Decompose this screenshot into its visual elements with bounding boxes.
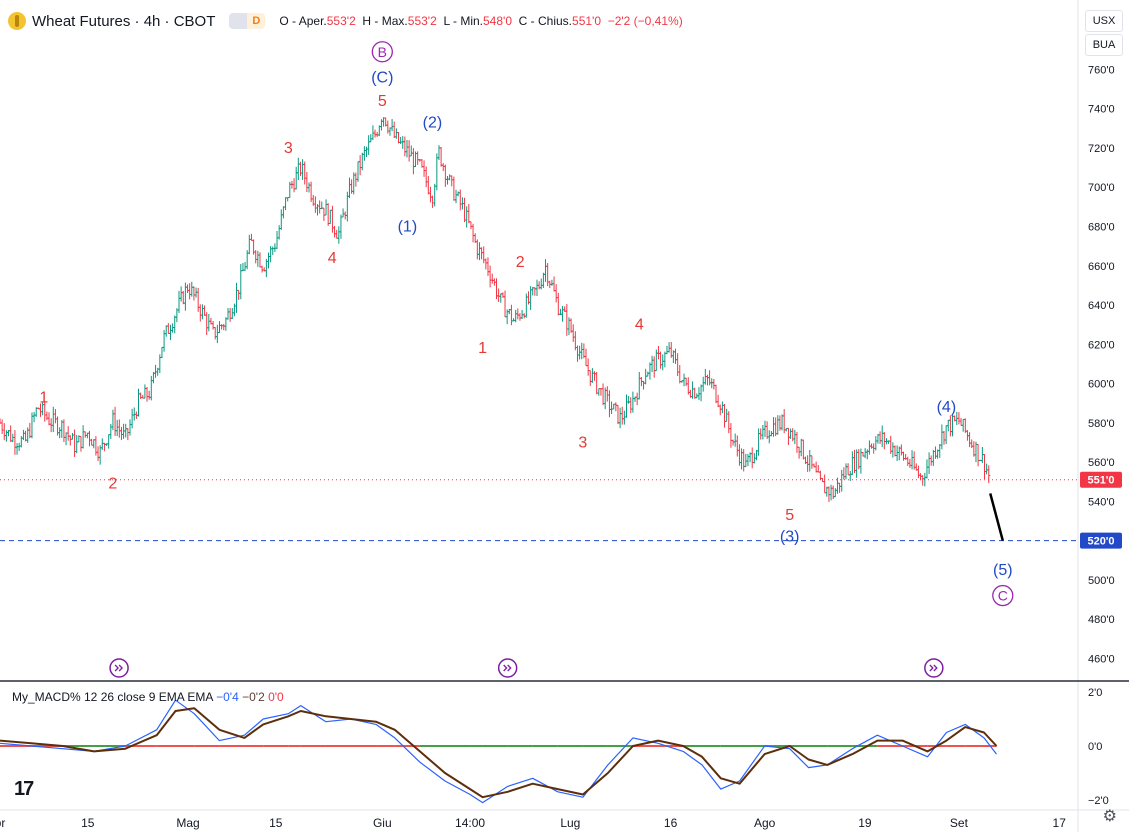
wave-label: C bbox=[998, 588, 1008, 604]
price-tick-label: 620'0 bbox=[1088, 339, 1115, 351]
time-tick-label: Mag bbox=[176, 816, 199, 830]
time-tick-label: Set bbox=[950, 816, 969, 830]
price-tick-label: 640'0 bbox=[1088, 300, 1115, 312]
wave-label: (C) bbox=[371, 69, 393, 86]
macd-value: −0'4 bbox=[216, 690, 239, 704]
forecast-line bbox=[989, 493, 1004, 541]
price-tick-label: 540'0 bbox=[1088, 496, 1115, 508]
badge-a bbox=[229, 13, 248, 29]
price-tick-label: 500'0 bbox=[1088, 575, 1115, 587]
time-tick-label: Giu bbox=[373, 816, 392, 830]
high-label: H - Max. bbox=[362, 14, 408, 28]
event-marker-icon bbox=[924, 658, 944, 678]
wave-label: 2 bbox=[516, 254, 525, 271]
timeframe-badges[interactable]: D bbox=[229, 13, 266, 29]
wave-label: (2) bbox=[423, 114, 443, 131]
price-tick-label: 700'0 bbox=[1088, 182, 1115, 194]
macd-tick-label: 0'0 bbox=[1088, 741, 1102, 753]
chart-header: Wheat Futures · 4h · CBOT D O - Aper.553… bbox=[8, 10, 683, 32]
price-tick-label: 720'0 bbox=[1088, 143, 1115, 155]
wave-label: 1 bbox=[39, 389, 48, 406]
badge-d: D bbox=[247, 13, 266, 29]
price-tick-label: 580'0 bbox=[1088, 418, 1115, 430]
wave-label: 4 bbox=[328, 250, 337, 267]
close-value: 551'0 bbox=[572, 14, 602, 28]
low-label: L - Min. bbox=[443, 14, 483, 28]
time-tick-label: 14:00 bbox=[455, 816, 485, 830]
change-value: −2'2 (−0,41%) bbox=[607, 14, 683, 28]
time-tick-label: 15 bbox=[269, 816, 283, 830]
wheat-symbol-icon bbox=[8, 12, 26, 30]
wave-label: B bbox=[378, 44, 387, 60]
price-tick-label: 560'0 bbox=[1088, 457, 1115, 469]
time-tick-label: 19 bbox=[858, 816, 872, 830]
wave-label: 1 bbox=[478, 340, 487, 357]
time-tick-label: Ago bbox=[754, 816, 776, 830]
wave-label: (5) bbox=[993, 562, 1013, 579]
price-tick-label: 680'0 bbox=[1088, 221, 1115, 233]
wave-label: (1) bbox=[398, 218, 418, 235]
event-marker-icon bbox=[109, 658, 129, 678]
macd-legend[interactable]: My_MACD% 12 26 close 9 EMA EMA −0'4 −0'2… bbox=[12, 690, 284, 704]
event-marker-arrow bbox=[503, 664, 512, 672]
wave-label: 4 bbox=[635, 317, 644, 334]
macd-legend-title: My_MACD% 12 26 close 9 EMA EMA bbox=[12, 690, 213, 704]
price-tick-label: 740'0 bbox=[1088, 104, 1115, 116]
histogram-value: 0'0 bbox=[268, 690, 284, 704]
target-price-tag bbox=[1080, 532, 1122, 549]
time-tick-label: 17 bbox=[1053, 816, 1067, 830]
time-tick-label: 15 bbox=[81, 816, 95, 830]
price-tick-label: 460'0 bbox=[1088, 653, 1115, 665]
wave-label: 5 bbox=[785, 507, 794, 524]
unit-selector[interactable]: BUA bbox=[1085, 34, 1123, 56]
macd-tick-label: 2'0 bbox=[1088, 687, 1102, 699]
event-marker-arrow bbox=[929, 664, 938, 672]
open-value: 553'2 bbox=[326, 14, 356, 28]
ohlc-readout: O - Aper.553'2 H - Max.553'2 L - Min.548… bbox=[279, 14, 682, 28]
macd-tick-label: −2'0 bbox=[1088, 795, 1109, 807]
high-value: 553'2 bbox=[407, 14, 437, 28]
wave-circle-marker bbox=[371, 41, 393, 63]
target-price-label: 520'0 bbox=[1087, 536, 1114, 548]
wave-label: (3) bbox=[780, 529, 800, 546]
wave-circle-marker bbox=[992, 584, 1014, 607]
currency-selector[interactable]: USX bbox=[1085, 10, 1123, 32]
price-tick-label: 600'0 bbox=[1088, 379, 1115, 391]
time-tick-label: 16 bbox=[664, 816, 678, 830]
macd-line bbox=[0, 699, 997, 804]
tradingview-logo: 17 bbox=[14, 778, 34, 800]
event-marker-icon bbox=[497, 658, 518, 678]
price-tick-label: 480'0 bbox=[1088, 614, 1115, 626]
price-bars bbox=[0, 117, 991, 502]
event-marker-arrow bbox=[114, 664, 124, 672]
signal-value: −0'2 bbox=[242, 690, 265, 704]
current-price-label: 551'0 bbox=[1087, 475, 1114, 487]
signal-line bbox=[0, 707, 998, 799]
wave-label: 5 bbox=[378, 93, 387, 110]
settings-gear-icon[interactable]: ⚙ bbox=[1102, 808, 1117, 825]
time-tick-label: Lug bbox=[560, 816, 580, 830]
close-label: C - Chius. bbox=[518, 14, 573, 28]
wave-label: (4) bbox=[937, 399, 957, 416]
low-value: 548'0 bbox=[483, 14, 512, 28]
wave-label: 2 bbox=[108, 476, 117, 493]
open-label: O - Aper. bbox=[279, 14, 327, 28]
wave-label: 3 bbox=[284, 140, 293, 157]
current-price-tag bbox=[1080, 471, 1122, 488]
price-tick-label: 760'0 bbox=[1088, 64, 1115, 76]
price-tick-label: 660'0 bbox=[1088, 261, 1115, 273]
wave-label: 3 bbox=[578, 434, 587, 451]
symbol-title[interactable]: Wheat Futures · 4h · CBOT bbox=[32, 12, 216, 30]
time-tick-label: pr bbox=[0, 816, 5, 830]
